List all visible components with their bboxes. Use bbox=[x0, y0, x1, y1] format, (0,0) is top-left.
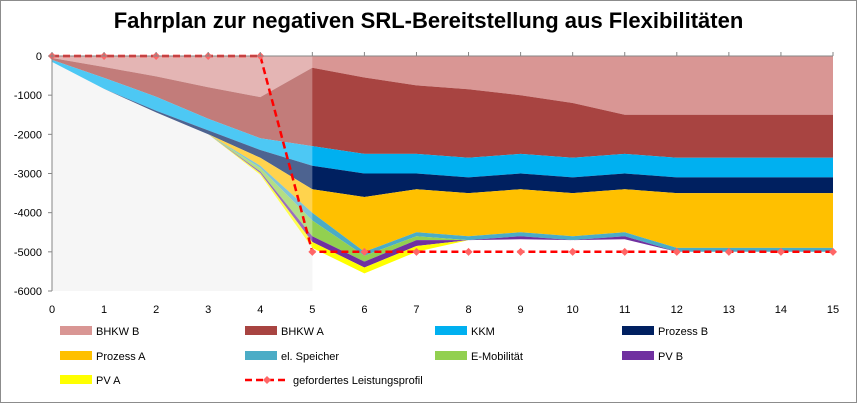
legend-label-pv-a: PV A bbox=[96, 375, 121, 387]
x-tick-label: 7 bbox=[413, 304, 419, 316]
legend-swatch-bhkw-a bbox=[245, 326, 277, 335]
target-marker bbox=[776, 247, 785, 256]
y-tick-label: -1000 bbox=[14, 90, 42, 102]
y-tick-label: -2000 bbox=[14, 129, 42, 141]
target-marker bbox=[620, 247, 629, 256]
legend-label-pv-b: PV B bbox=[658, 351, 683, 363]
target-marker bbox=[464, 247, 473, 256]
x-tick-label: 4 bbox=[257, 304, 263, 316]
legend-label-bhkw-a: BHKW A bbox=[281, 326, 324, 338]
area-kkm bbox=[52, 59, 833, 178]
target-marker bbox=[360, 247, 369, 256]
legend-label-prozess-a: Prozess A bbox=[96, 351, 146, 363]
y-tick-label: -5000 bbox=[14, 247, 42, 259]
legend-swatch-el-speicher bbox=[245, 351, 277, 360]
x-tick-label: 15 bbox=[827, 304, 839, 316]
target-marker bbox=[412, 247, 421, 256]
x-tick-label: 10 bbox=[567, 304, 579, 316]
legend-label-kkm: KKM bbox=[471, 326, 495, 338]
target-marker bbox=[516, 247, 525, 256]
legend-swatch-pv-a bbox=[60, 375, 92, 384]
legend-swatch-pv-b bbox=[622, 351, 654, 360]
x-tick-label: 11 bbox=[619, 304, 630, 316]
x-tick-label: 3 bbox=[205, 304, 211, 316]
y-tick-label: -3000 bbox=[14, 169, 42, 181]
x-tick-label: 1 bbox=[101, 304, 107, 316]
x-tick-label: 9 bbox=[518, 304, 524, 316]
chart-title: Fahrplan zur negativen SRL-Bereitstellun… bbox=[113, 8, 744, 33]
target-marker bbox=[724, 247, 733, 256]
legend-swatch-marker bbox=[263, 376, 271, 384]
target-marker bbox=[568, 247, 577, 256]
x-tick-label: 12 bbox=[671, 304, 683, 316]
x-tick-label: 2 bbox=[153, 304, 159, 316]
legend-swatch-bhkw-b bbox=[60, 326, 92, 335]
area-prozess-b bbox=[52, 61, 833, 198]
legend-label-prozess-b: Prozess B bbox=[658, 326, 708, 338]
target-marker bbox=[672, 247, 681, 256]
y-tick-label: -6000 bbox=[14, 286, 42, 298]
x-tick-label: 13 bbox=[723, 304, 735, 316]
y-tick-label: 0 bbox=[36, 51, 42, 63]
area-bhkw-b bbox=[52, 56, 833, 115]
legend-label-gefordertes-leistungsprofil: gefordertes Leistungsprofil bbox=[293, 375, 423, 387]
x-tick-label: 14 bbox=[775, 304, 787, 316]
x-tick-label: 5 bbox=[309, 304, 315, 316]
legend-swatch-prozess-a bbox=[60, 351, 92, 360]
x-tick-label: 8 bbox=[465, 304, 471, 316]
x-tick-label: 6 bbox=[361, 304, 367, 316]
x-tick-label: 0 bbox=[49, 304, 55, 316]
legend-label-el-speicher: el. Speicher bbox=[281, 351, 339, 363]
target-marker bbox=[308, 247, 317, 256]
target-line bbox=[52, 54, 833, 254]
legend-label-bhkw-b: BHKW B bbox=[96, 326, 139, 338]
area-prozess-a bbox=[52, 61, 833, 252]
legend-swatch-kkm bbox=[435, 326, 467, 335]
legend-label-e-mobilit-t: E-Mobilität bbox=[471, 351, 523, 363]
target-marker bbox=[829, 247, 837, 256]
area-bhkw-a bbox=[52, 58, 833, 158]
y-tick-label: -4000 bbox=[14, 208, 42, 220]
past-overlay bbox=[52, 56, 313, 291]
legend-swatch-e-mobilit-t bbox=[435, 351, 467, 360]
legend-swatch-prozess-b bbox=[622, 326, 654, 335]
